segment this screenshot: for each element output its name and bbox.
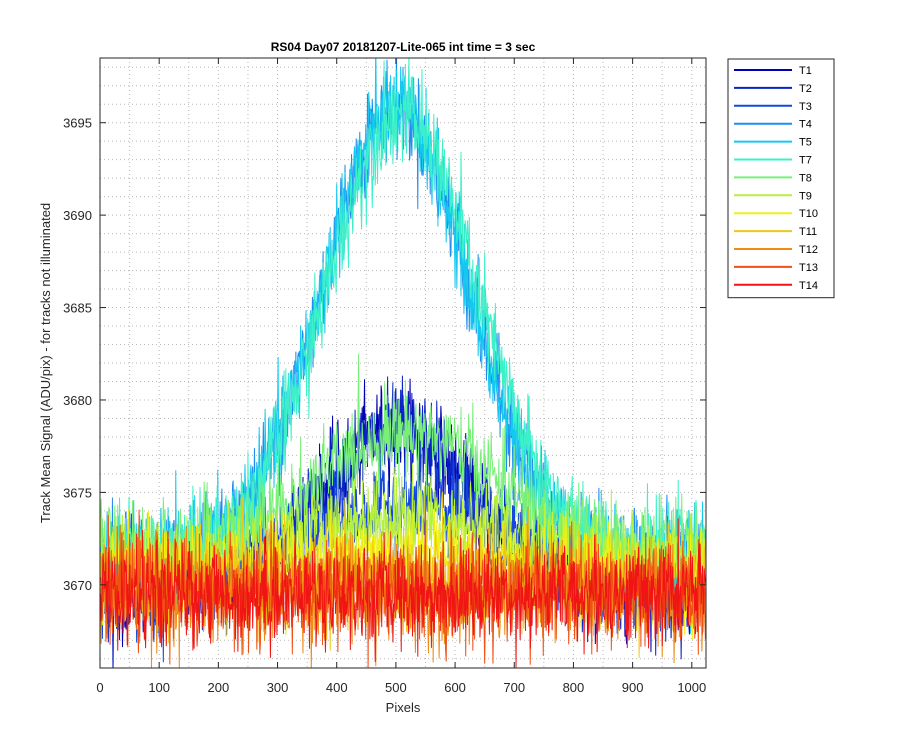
legend-label: T5: [799, 137, 812, 149]
x-tick-label: 100: [148, 680, 170, 695]
legend-label: T8: [799, 172, 812, 184]
x-tick-label: 500: [385, 680, 407, 695]
x-axis-label: Pixels: [386, 700, 421, 715]
legend-label: T13: [799, 262, 818, 274]
legend-label: T12: [799, 244, 818, 256]
legend-label: T4: [799, 119, 812, 131]
series-line-t8: [100, 353, 706, 614]
y-tick-label: 3695: [63, 116, 92, 131]
x-tick-label: 200: [208, 680, 230, 695]
x-tick-label: 900: [622, 680, 644, 695]
x-tick-label: 1000: [677, 680, 706, 695]
legend-label: T7: [799, 155, 812, 167]
x-tick-label: 700: [503, 680, 525, 695]
x-tick-label: 400: [326, 680, 348, 695]
legend-label: T9: [799, 190, 812, 202]
y-tick-label: 3680: [63, 393, 92, 408]
x-tick-label: 800: [563, 680, 585, 695]
legend: T1 T2 T3 T4 T5 T7 T8 T9 T10 T11 T12 T13 T14: [727, 58, 835, 299]
series-line-t14: [100, 518, 706, 668]
legend-label: T2: [799, 83, 812, 95]
plot-frame: [99, 57, 707, 669]
x-tick-label: 300: [267, 680, 289, 695]
ticks: 0 100 200 300 400 500 600 700 800 900 1000 3670 3675…: [63, 58, 706, 695]
x-tick-label: 0: [96, 680, 103, 695]
x-tick-label: 600: [444, 680, 466, 695]
legend-label: T10: [799, 208, 818, 220]
y-tick-label: 3685: [63, 301, 92, 316]
chart-title: RS04 Day07 20181207-Lite-065 int time = …: [271, 40, 536, 54]
y-tick-label: 3670: [63, 578, 92, 593]
data-lines: [100, 58, 706, 668]
legend-label: T1: [799, 65, 812, 77]
legend-label: T11: [799, 226, 817, 238]
y-axis-label: Track Mean Signal (ADU/pix) - for tracks…: [38, 203, 53, 523]
legend-label: T3: [799, 101, 812, 113]
legend-label: T14: [799, 280, 818, 292]
y-tick-label: 3675: [63, 485, 92, 500]
y-tick-label: 3690: [63, 208, 92, 223]
